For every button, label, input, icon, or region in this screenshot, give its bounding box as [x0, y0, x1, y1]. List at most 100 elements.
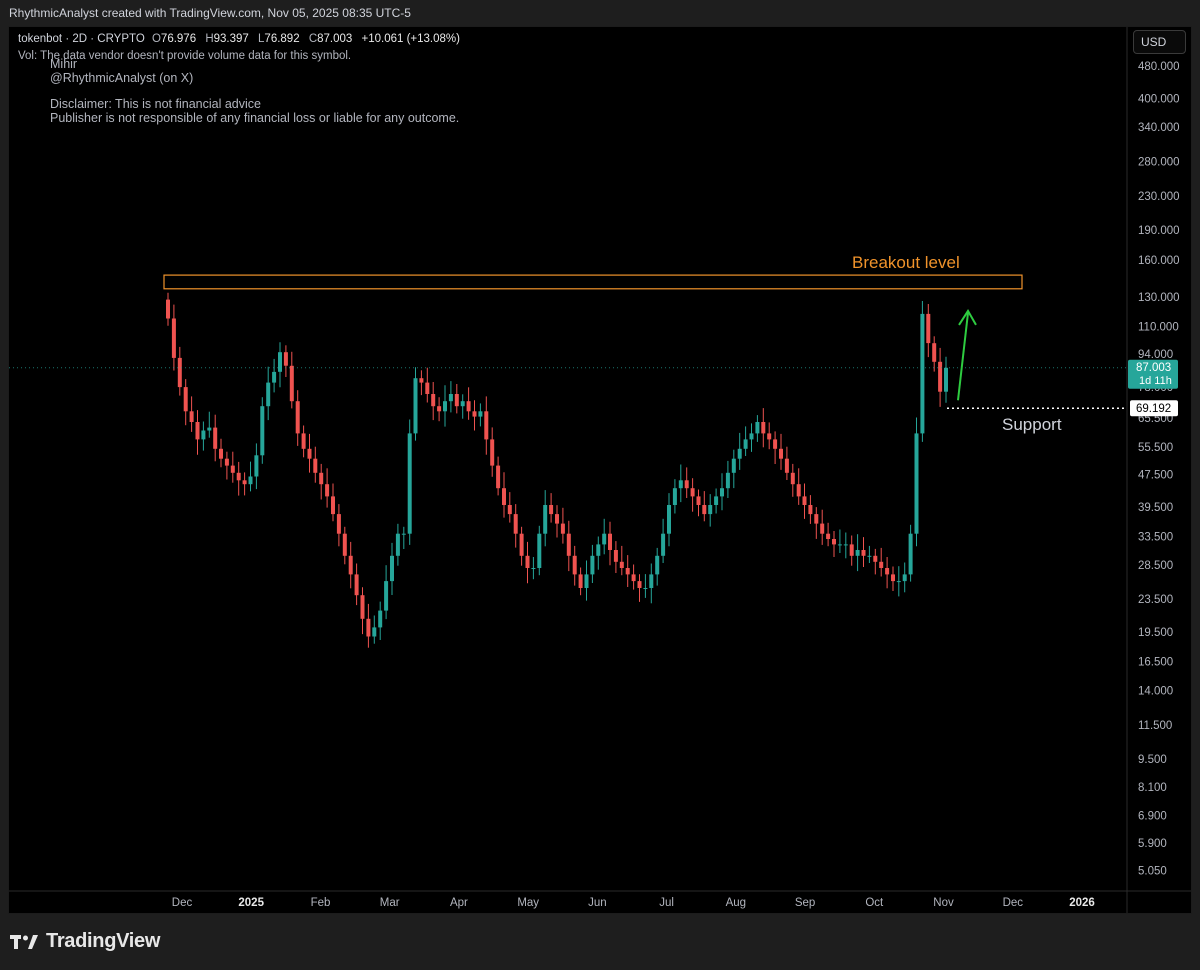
- candle-body: [331, 496, 335, 515]
- candle-body: [843, 544, 848, 546]
- candle-body: [672, 488, 677, 505]
- volume-note: Vol: The data vendor doesn't provide vol…: [18, 50, 352, 62]
- candle-body: [372, 627, 377, 637]
- x-tick-label: Nov: [933, 897, 954, 909]
- candle-body: [425, 382, 430, 394]
- candle-body: [820, 523, 825, 534]
- candle-body: [490, 439, 495, 466]
- candle-body: [944, 367, 948, 392]
- candle-body: [543, 505, 548, 534]
- x-tick-label: Jun: [588, 897, 607, 909]
- candle-body: [696, 496, 701, 505]
- projection-arrow: [957, 312, 969, 401]
- candle-body: [166, 299, 170, 319]
- candle-body: [242, 480, 247, 485]
- y-tick-label: 110.000: [1138, 321, 1179, 333]
- candle-body: [448, 394, 453, 402]
- candle-body: [513, 514, 518, 534]
- candle-body: [496, 465, 501, 489]
- candle-body: [743, 439, 748, 449]
- candle-body: [566, 533, 571, 556]
- candle-body: [708, 505, 713, 515]
- symbol-name: tokenbot · 2D · CRYPTO: [18, 33, 145, 45]
- candle-body: [555, 514, 559, 524]
- candle-body: [885, 568, 890, 575]
- support-price-badge: [1130, 400, 1178, 417]
- candle-body: [301, 433, 306, 449]
- candle-body: [395, 533, 400, 556]
- candle-body: [254, 455, 259, 477]
- tradingview-logo: TradingView: [10, 930, 160, 953]
- candle-body: [938, 361, 943, 392]
- change-value: +10.061 (+13.08%): [361, 33, 460, 45]
- open-value: 76.976: [160, 33, 197, 45]
- x-tick-label: Dec: [1003, 897, 1024, 909]
- x-tick-label: Jul: [659, 897, 674, 909]
- candle-body: [236, 472, 241, 481]
- close-label: C: [308, 33, 318, 45]
- candle-body: [932, 343, 937, 362]
- candle-body: [531, 568, 536, 569]
- candle-body: [289, 365, 294, 402]
- candle-body: [861, 550, 866, 556]
- candle-body: [684, 480, 689, 489]
- candle-body: [637, 581, 642, 588]
- x-tick-label: Sep: [795, 897, 815, 909]
- candle-body: [419, 378, 424, 383]
- candle-body: [661, 533, 666, 556]
- candle-body: [248, 476, 253, 485]
- candle-body: [873, 555, 878, 562]
- support-label: Support: [1002, 415, 1062, 434]
- candle-body: [260, 406, 265, 456]
- candle-body: [784, 458, 789, 473]
- high-value: 93.397: [213, 33, 249, 45]
- candle-body: [902, 574, 907, 582]
- current-price-value: 87.003: [1136, 362, 1171, 374]
- candle-body: [195, 422, 200, 440]
- symbol-legend: tokenbot · 2D · CRYPTO O76.976 H93.397 L…: [18, 33, 466, 45]
- candle-body: [319, 472, 324, 485]
- author-name: Mihir: [50, 57, 78, 71]
- y-tick-label: 28.500: [1138, 560, 1173, 572]
- candle-body: [295, 401, 300, 434]
- y-tick-label: 8.100: [1138, 782, 1167, 794]
- candle-body: [714, 496, 719, 505]
- candle-body: [891, 574, 895, 582]
- candle-body: [443, 401, 447, 412]
- candle-body: [460, 401, 465, 407]
- candle-body: [837, 544, 842, 546]
- author-notes: Mihir @RhythmicAnalyst (on X) Disclaimer…: [50, 57, 460, 125]
- currency-button[interactable]: USD: [1133, 30, 1186, 54]
- candle-body: [602, 533, 607, 545]
- candle-body: [773, 439, 778, 449]
- candle-body: [472, 411, 477, 417]
- liability-text: Publisher is not responsible of any fina…: [50, 110, 460, 125]
- y-tick-label: 160.000: [1138, 255, 1180, 267]
- chart-panel[interactable]: 480.000 400.000 340.000 280.000 230.000 190.0…: [8, 26, 1192, 914]
- candle-body: [348, 555, 353, 575]
- candle-body: [731, 458, 736, 473]
- x-tick-label: Mar: [380, 897, 400, 909]
- candle-body: [366, 618, 371, 637]
- disclaimer-text: Disclaimer: This is not financial advice: [50, 97, 261, 111]
- candle-body: [832, 539, 836, 545]
- candle-body: [914, 433, 919, 534]
- candle-body: [507, 505, 512, 515]
- header-title: RhythmicAnalyst created with TradingView…: [9, 6, 411, 20]
- candle-body: [390, 555, 394, 582]
- x-tick-label: May: [517, 897, 539, 909]
- candle-body: [590, 555, 595, 575]
- candle-body: [325, 484, 330, 497]
- chart-header: RhythmicAnalyst created with TradingView…: [0, 0, 1200, 26]
- candle-body: [219, 448, 223, 459]
- price-chart[interactable]: 480.000 400.000 340.000 280.000 230.000 190.0…: [9, 27, 1191, 913]
- candle-body: [354, 574, 359, 596]
- candle-body: [755, 422, 760, 434]
- x-tick-label: 2026: [1069, 897, 1095, 909]
- x-tick-label: Feb: [311, 897, 331, 909]
- high-label: H: [205, 33, 214, 45]
- y-tick-label: 9.500: [1138, 754, 1167, 766]
- candle-body: [596, 544, 601, 556]
- open-label: O: [151, 33, 161, 45]
- candle-body: [519, 533, 524, 556]
